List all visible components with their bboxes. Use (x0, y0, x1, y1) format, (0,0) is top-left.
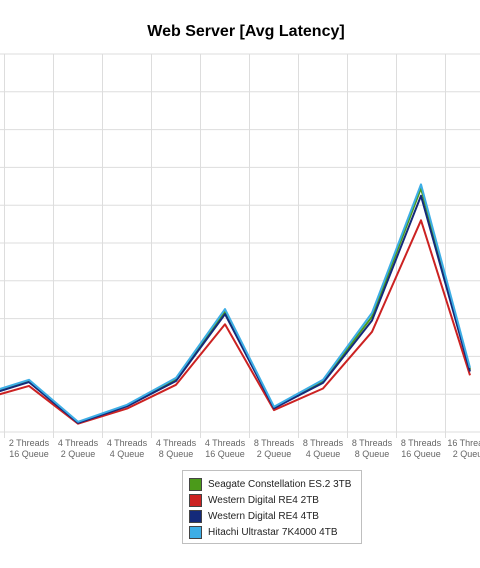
x-tick-label-line: 4 Threads (205, 438, 246, 448)
legend-item-wd-re4-4tb[interactable]: Western Digital RE4 4TB (189, 508, 355, 524)
legend-swatch-wd-re4-4tb (189, 509, 202, 523)
legend-label-hitachi: Hitachi Ultrastar 7K4000 4TB (208, 526, 338, 538)
x-tick-label: 8 Threads 4 Queue (303, 438, 344, 459)
legend-item-wd-re4-2tb[interactable]: Western Digital RE4 2TB (189, 492, 355, 508)
x-tick-label: 4 Threads 16 Queue (205, 438, 246, 459)
series-line-0 (0, 187, 471, 424)
x-tick-label: 8 Threads 8 Queue (352, 438, 393, 459)
x-tick-label-line: 1 Threads (0, 438, 1, 448)
series-line-3 (0, 183, 471, 423)
x-tick-label: 4 Threads 4 Queue (107, 438, 148, 459)
x-tick-label-line: 16 Threads (447, 438, 480, 448)
x-tick-label-line: 4 Threads (107, 438, 148, 448)
legend-label-wd-re4-2tb: Western Digital RE4 2TB (208, 494, 319, 506)
legend-swatch-seagate (189, 477, 202, 491)
legend-swatch-wd-re4-2tb (189, 493, 202, 507)
x-tick-label-line: 8 Threads (254, 438, 295, 448)
series-line-2 (0, 194, 471, 424)
x-tick-label-line: 4 Queue (306, 449, 341, 459)
x-tick-label-line: 4 Threads (156, 438, 197, 448)
x-tick-label-line: 2 Threads (9, 438, 50, 448)
x-tick-label-line: 2 Queue (257, 449, 292, 459)
legend-item-hitachi[interactable]: Hitachi Ultrastar 7K4000 4TB (189, 524, 355, 540)
legend-label-wd-re4-4tb: Western Digital RE4 4TB (208, 510, 319, 522)
x-tick-label-line: 4 Queue (110, 449, 145, 459)
series-line-1 (0, 219, 471, 425)
series-lines (0, 183, 471, 425)
x-tick-label-line: 2 Queue (61, 449, 96, 459)
x-tick-label-line: 8 Threads (401, 438, 442, 448)
legend-swatch-hitachi (189, 525, 202, 539)
chart-title: Web Server [Avg Latency] (147, 23, 344, 40)
grid (0, 53, 480, 438)
x-tick-label-line: 8 Queue (159, 449, 194, 459)
x-tick-label-line: 8 Threads (352, 438, 393, 448)
x-tick-label-line: 16 Queue (401, 449, 441, 459)
x-tick-label-line: 16 Queue (9, 449, 49, 459)
x-tick-label-line: 2 Queue (453, 449, 480, 459)
x-tick-label-line: 8 Threads (303, 438, 344, 448)
legend: Seagate Constellation ES.2 3TB Western D… (182, 470, 362, 544)
legend-item-seagate[interactable]: Seagate Constellation ES.2 3TB (189, 476, 355, 492)
x-tick-label: 2 Threads 16 Queue (9, 438, 50, 459)
x-tick-label: 4 Threads 8 Queue (156, 438, 197, 459)
x-tick-label: 4 Threads 2 Queue (58, 438, 99, 459)
x-tick-label-line: 8 Queue (355, 449, 390, 459)
x-tick-label: 8 Threads 16 Queue (401, 438, 442, 459)
x-tick-label-line: 4 Threads (58, 438, 99, 448)
legend-label-seagate: Seagate Constellation ES.2 3TB (208, 478, 352, 490)
x-tick-label: 8 Threads 2 Queue (254, 438, 295, 459)
x-tick-label-line: 16 Queue (205, 449, 245, 459)
